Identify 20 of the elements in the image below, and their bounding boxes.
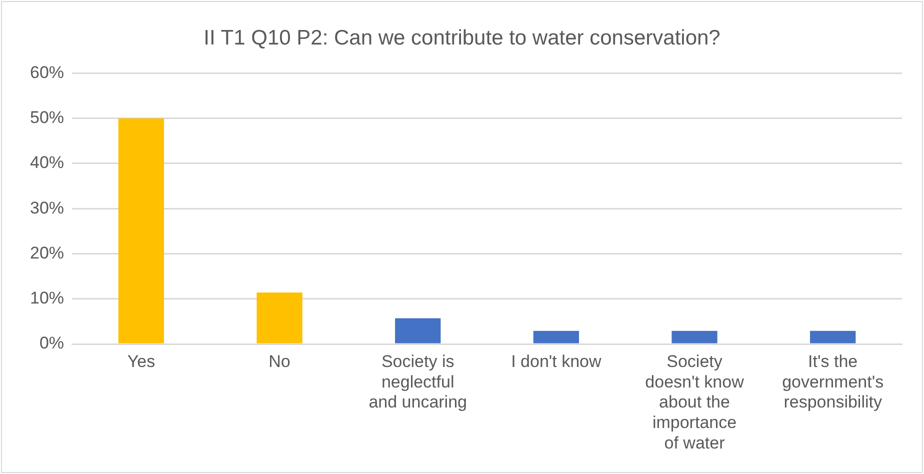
x-tick-label: It's the government's responsibility — [782, 352, 884, 412]
y-tick-label: 30% — [30, 198, 64, 218]
x-tick-label: I don't know — [511, 352, 602, 371]
bar — [672, 330, 718, 344]
y-tick-label: 60% — [30, 62, 64, 82]
bar — [118, 118, 164, 344]
chart-title: II T1 Q10 P2: Can we contribute to water conservation? — [204, 26, 720, 50]
x-tick-label: Yes — [127, 352, 156, 371]
bar — [810, 330, 856, 344]
y-tick-label: 40% — [30, 153, 64, 172]
x-tick-label: No — [268, 352, 290, 371]
y-tick-label: 20% — [30, 243, 64, 262]
x-tick-label: Society is neglectful and uncaring — [368, 352, 468, 412]
x-tick-label: Society doesn't know about the importance of water — [645, 352, 745, 452]
bar — [256, 292, 302, 344]
bar — [533, 330, 579, 344]
y-tick-label: 0% — [39, 334, 64, 353]
y-tick-label: 10% — [30, 288, 64, 308]
bar — [395, 318, 441, 344]
y-tick-label: 50% — [30, 108, 64, 128]
